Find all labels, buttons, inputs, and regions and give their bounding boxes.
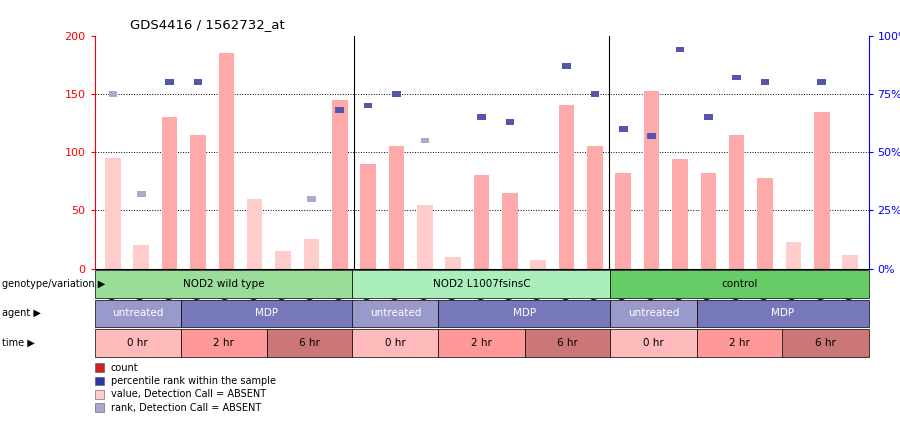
Bar [676, 47, 684, 52]
Bar [219, 53, 234, 269]
Bar [786, 242, 801, 269]
Bar [303, 239, 320, 269]
Text: 6 hr: 6 hr [299, 338, 320, 348]
Bar [133, 246, 149, 269]
Text: rank, Detection Call = ABSENT: rank, Detection Call = ABSENT [111, 403, 261, 412]
Bar [817, 79, 826, 85]
Bar [619, 126, 627, 132]
Bar [446, 257, 461, 269]
Text: agent ▶: agent ▶ [2, 309, 40, 318]
Text: MDP: MDP [513, 309, 536, 318]
Bar [190, 135, 206, 269]
Bar [704, 114, 713, 120]
Text: 2 hr: 2 hr [213, 338, 234, 348]
Bar [729, 135, 744, 269]
Bar [477, 114, 486, 120]
Text: 0 hr: 0 hr [127, 338, 148, 348]
Text: NOD2 L1007fsinsC: NOD2 L1007fsinsC [433, 279, 530, 289]
Text: GDS4416 / 1562732_at: GDS4416 / 1562732_at [130, 18, 285, 31]
Bar [417, 205, 433, 269]
Bar [502, 193, 518, 269]
Text: 6 hr: 6 hr [557, 338, 578, 348]
Text: count: count [111, 363, 139, 373]
Text: untreated: untreated [370, 309, 421, 318]
Text: MDP: MDP [771, 309, 794, 318]
Text: time ▶: time ▶ [2, 338, 34, 348]
Text: NOD2 wild type: NOD2 wild type [183, 279, 265, 289]
Text: 2 hr: 2 hr [729, 338, 750, 348]
Text: untreated: untreated [628, 309, 680, 318]
Bar [814, 112, 830, 269]
Bar [590, 91, 599, 97]
Bar [616, 173, 631, 269]
Bar [842, 255, 858, 269]
Bar [733, 75, 741, 80]
Bar [647, 133, 656, 139]
Text: untreated: untreated [112, 309, 163, 318]
Bar [392, 91, 400, 97]
Bar [364, 103, 373, 108]
Bar [562, 63, 571, 69]
Bar [587, 146, 603, 269]
Text: control: control [721, 279, 758, 289]
Text: genotype/variation ▶: genotype/variation ▶ [2, 279, 105, 289]
Bar [530, 261, 546, 269]
Text: 6 hr: 6 hr [815, 338, 836, 348]
Bar [760, 79, 770, 85]
Bar [307, 196, 316, 202]
Bar [162, 117, 177, 269]
Text: value, Detection Call = ABSENT: value, Detection Call = ABSENT [111, 389, 266, 399]
Bar [644, 91, 660, 269]
Bar [336, 107, 344, 113]
Text: 0 hr: 0 hr [385, 338, 406, 348]
Bar [700, 173, 716, 269]
Bar [360, 164, 376, 269]
Text: percentile rank within the sample: percentile rank within the sample [111, 376, 275, 386]
Bar [506, 119, 514, 125]
Bar [105, 158, 121, 269]
Bar [757, 178, 773, 269]
Text: MDP: MDP [255, 309, 278, 318]
Bar [137, 191, 146, 197]
Bar [473, 175, 490, 269]
Bar [389, 146, 404, 269]
Bar [109, 91, 117, 97]
Text: 0 hr: 0 hr [644, 338, 664, 348]
Bar [247, 199, 263, 269]
Bar [332, 99, 347, 269]
Bar [166, 79, 174, 85]
Bar [194, 79, 202, 85]
Text: 2 hr: 2 hr [471, 338, 492, 348]
Bar [559, 106, 574, 269]
Bar [672, 159, 688, 269]
Bar [275, 251, 291, 269]
Bar [420, 138, 429, 143]
Bar [222, 21, 230, 27]
